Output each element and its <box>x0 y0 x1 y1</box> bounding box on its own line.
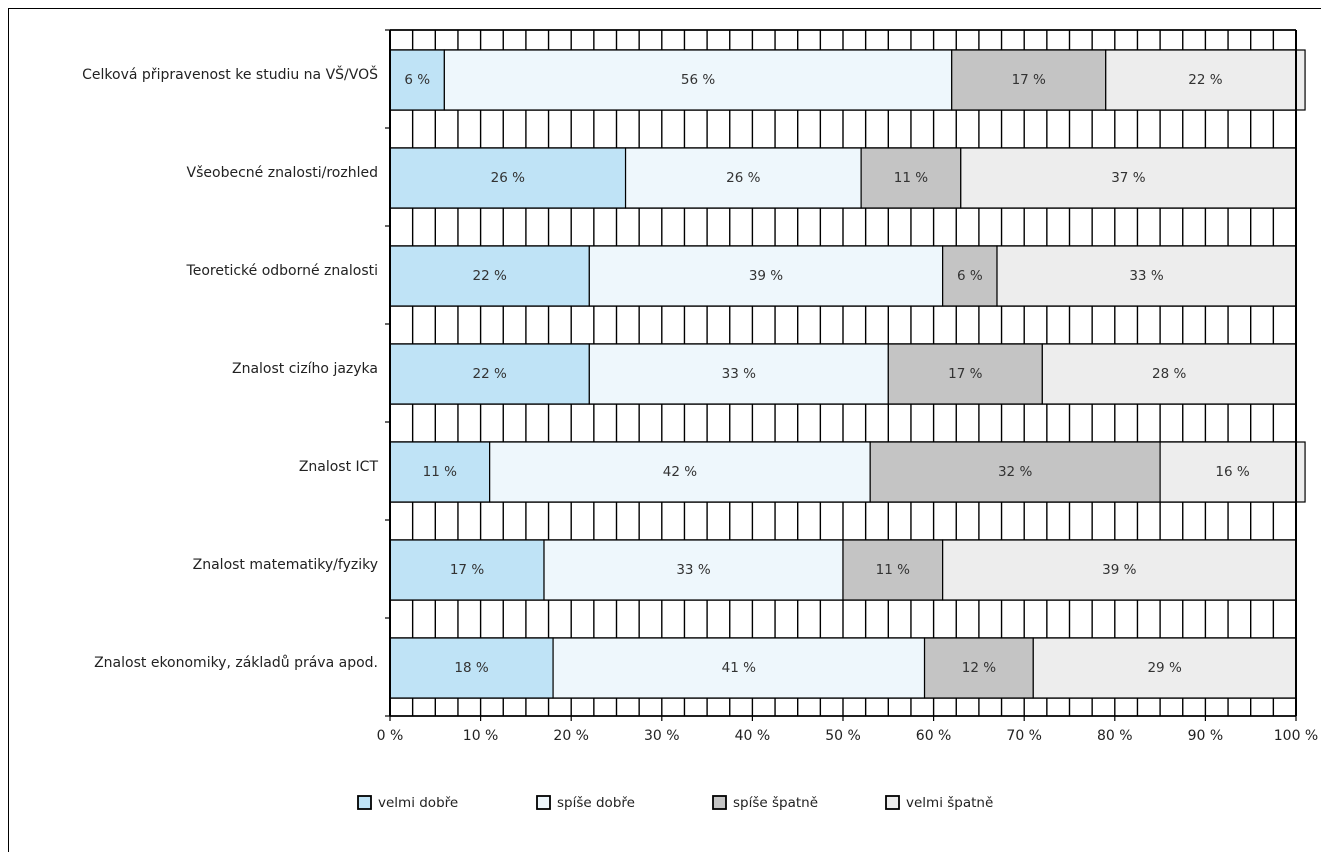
bar-segment <box>552 637 926 699</box>
bar-value-label: 39 % <box>1102 562 1136 578</box>
bar-segment <box>887 343 1043 405</box>
grid-band <box>389 207 1297 247</box>
bar-value-label: 22 % <box>473 268 507 284</box>
x-tick-label: 10 % <box>463 728 499 744</box>
legend-swatch <box>712 795 727 810</box>
bar-value-label: 17 % <box>948 366 982 382</box>
grid-band <box>389 599 1297 639</box>
bar-value-label: 17 % <box>1012 72 1046 88</box>
grid-band <box>389 501 1297 541</box>
bar-value-label: 26 % <box>726 170 760 186</box>
x-tick-label: 60 % <box>916 728 952 744</box>
chart-frame <box>8 8 1321 852</box>
bar-value-label: 28 % <box>1152 366 1186 382</box>
category-label: Znalost ekonomiky, základů práva apod. <box>94 655 378 671</box>
x-tick-label: 30 % <box>644 728 680 744</box>
bar-value-label: 6 % <box>957 268 983 284</box>
bar-value-label: 33 % <box>722 366 756 382</box>
bar-segment <box>942 539 1297 601</box>
bar-value-label: 12 % <box>962 660 996 676</box>
x-tick-label: 0 % <box>377 728 404 744</box>
x-tick-label: 50 % <box>825 728 861 744</box>
bar-value-label: 16 % <box>1215 464 1249 480</box>
category-label: Celková připravenost ke studiu na VŠ/VOŠ <box>82 65 378 83</box>
category-label: Všeobecné znalosti/rozhled <box>187 165 378 181</box>
x-tick-label: 100 % <box>1274 728 1318 744</box>
bar-segment <box>489 441 871 503</box>
legend-label: spíše špatně <box>733 795 818 811</box>
bar-segment <box>389 49 445 111</box>
bar-segment <box>389 245 590 307</box>
grid-band <box>389 403 1297 443</box>
bar-value-label: 33 % <box>1129 268 1163 284</box>
grid-band <box>389 697 1297 717</box>
bar-segment <box>869 441 1161 503</box>
legend-item: spíše špatně <box>712 795 818 811</box>
bar-value-label: 6 % <box>404 72 430 88</box>
bar-value-label: 17 % <box>450 562 484 578</box>
bar-segment <box>1041 343 1297 405</box>
category-label: Znalost matematiky/fyziky <box>193 557 378 573</box>
bar-value-label: 26 % <box>491 170 525 186</box>
bar-value-label: 29 % <box>1147 660 1181 676</box>
bar-segment <box>389 441 491 503</box>
bar-value-label: 22 % <box>473 366 507 382</box>
bar-segment <box>1159 441 1306 503</box>
legend-swatch <box>357 795 372 810</box>
bar-segment <box>951 49 1107 111</box>
bar-value-label: 11 % <box>894 170 928 186</box>
bar-value-label: 56 % <box>681 72 715 88</box>
bar-value-label: 32 % <box>998 464 1032 480</box>
grid-band <box>389 29 1297 51</box>
bar-segment <box>942 245 998 307</box>
bar-segment <box>624 147 862 209</box>
x-tick-label: 70 % <box>1006 728 1042 744</box>
category-label: Znalost ICT <box>299 459 379 475</box>
legend-swatch <box>536 795 551 810</box>
bar-value-label: 33 % <box>676 562 710 578</box>
legend-item: velmi špatně <box>885 795 993 811</box>
bar-segment <box>996 245 1297 307</box>
category-label: Znalost cizího jazyka <box>232 361 378 377</box>
bar-value-label: 11 % <box>423 464 457 480</box>
legend-label: velmi dobře <box>378 795 458 811</box>
bar-segment <box>588 245 944 307</box>
bar-value-label: 39 % <box>749 268 783 284</box>
bar-value-label: 11 % <box>876 562 910 578</box>
x-tick-label: 20 % <box>553 728 589 744</box>
legend-swatch <box>885 795 900 810</box>
bar-segment <box>960 147 1297 209</box>
bar-segment <box>842 539 944 601</box>
grid-band <box>389 109 1297 149</box>
x-tick-label: 40 % <box>735 728 771 744</box>
legend-label: spíše dobře <box>557 795 635 811</box>
x-tick-label: 80 % <box>1097 728 1133 744</box>
bar-segment <box>1032 637 1297 699</box>
bar-value-label: 42 % <box>663 464 697 480</box>
legend-item: velmi dobře <box>357 795 458 811</box>
bar-value-label: 18 % <box>454 660 488 676</box>
bar-value-label: 37 % <box>1111 170 1145 186</box>
grid-band <box>389 305 1297 345</box>
x-tick-label: 90 % <box>1188 728 1224 744</box>
bar-segment <box>389 539 545 601</box>
category-label: Teoretické odborné znalosti <box>186 263 378 279</box>
bar-value-label: 41 % <box>722 660 756 676</box>
bar-value-label: 22 % <box>1188 72 1222 88</box>
bar-segment <box>860 147 962 209</box>
bar-segment <box>1105 49 1306 111</box>
legend-item: spíše dobře <box>536 795 635 811</box>
legend-label: velmi špatně <box>906 795 993 811</box>
